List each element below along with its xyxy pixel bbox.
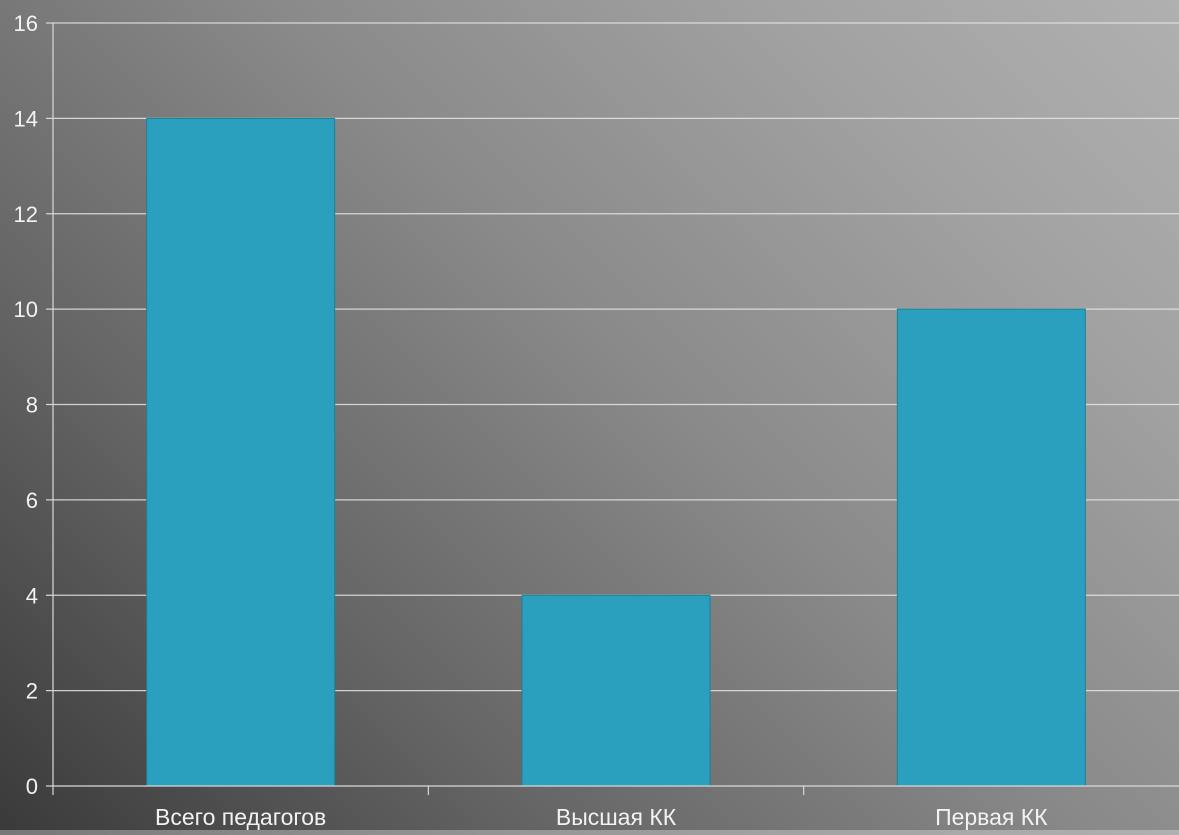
- bar: [146, 117, 336, 787]
- y-tick-label: 6: [26, 488, 38, 513]
- y-tick-label: 4: [26, 583, 38, 608]
- y-tick-label: 14: [14, 106, 38, 131]
- y-tick-label: 0: [26, 774, 38, 799]
- tick-labels: 0 2 4 6 8 10 12 14 16 Всего педагогов Высшая КК Пер…: [14, 11, 1049, 830]
- y-tick-label: 10: [14, 297, 38, 322]
- y-tick-label: 2: [26, 679, 38, 704]
- y-tick-label: 8: [26, 393, 38, 418]
- bar: [896, 308, 1086, 787]
- bar: [521, 594, 711, 787]
- axes: [46, 22, 1179, 795]
- y-tick-label: 12: [14, 202, 38, 227]
- x-tick-label: Высшая КК: [556, 804, 677, 830]
- x-tick-label: Первая КК: [935, 804, 1048, 830]
- x-tick-label: Всего педагогов: [155, 804, 326, 830]
- y-tick-label: 16: [14, 11, 38, 36]
- bars: [146, 117, 1086, 787]
